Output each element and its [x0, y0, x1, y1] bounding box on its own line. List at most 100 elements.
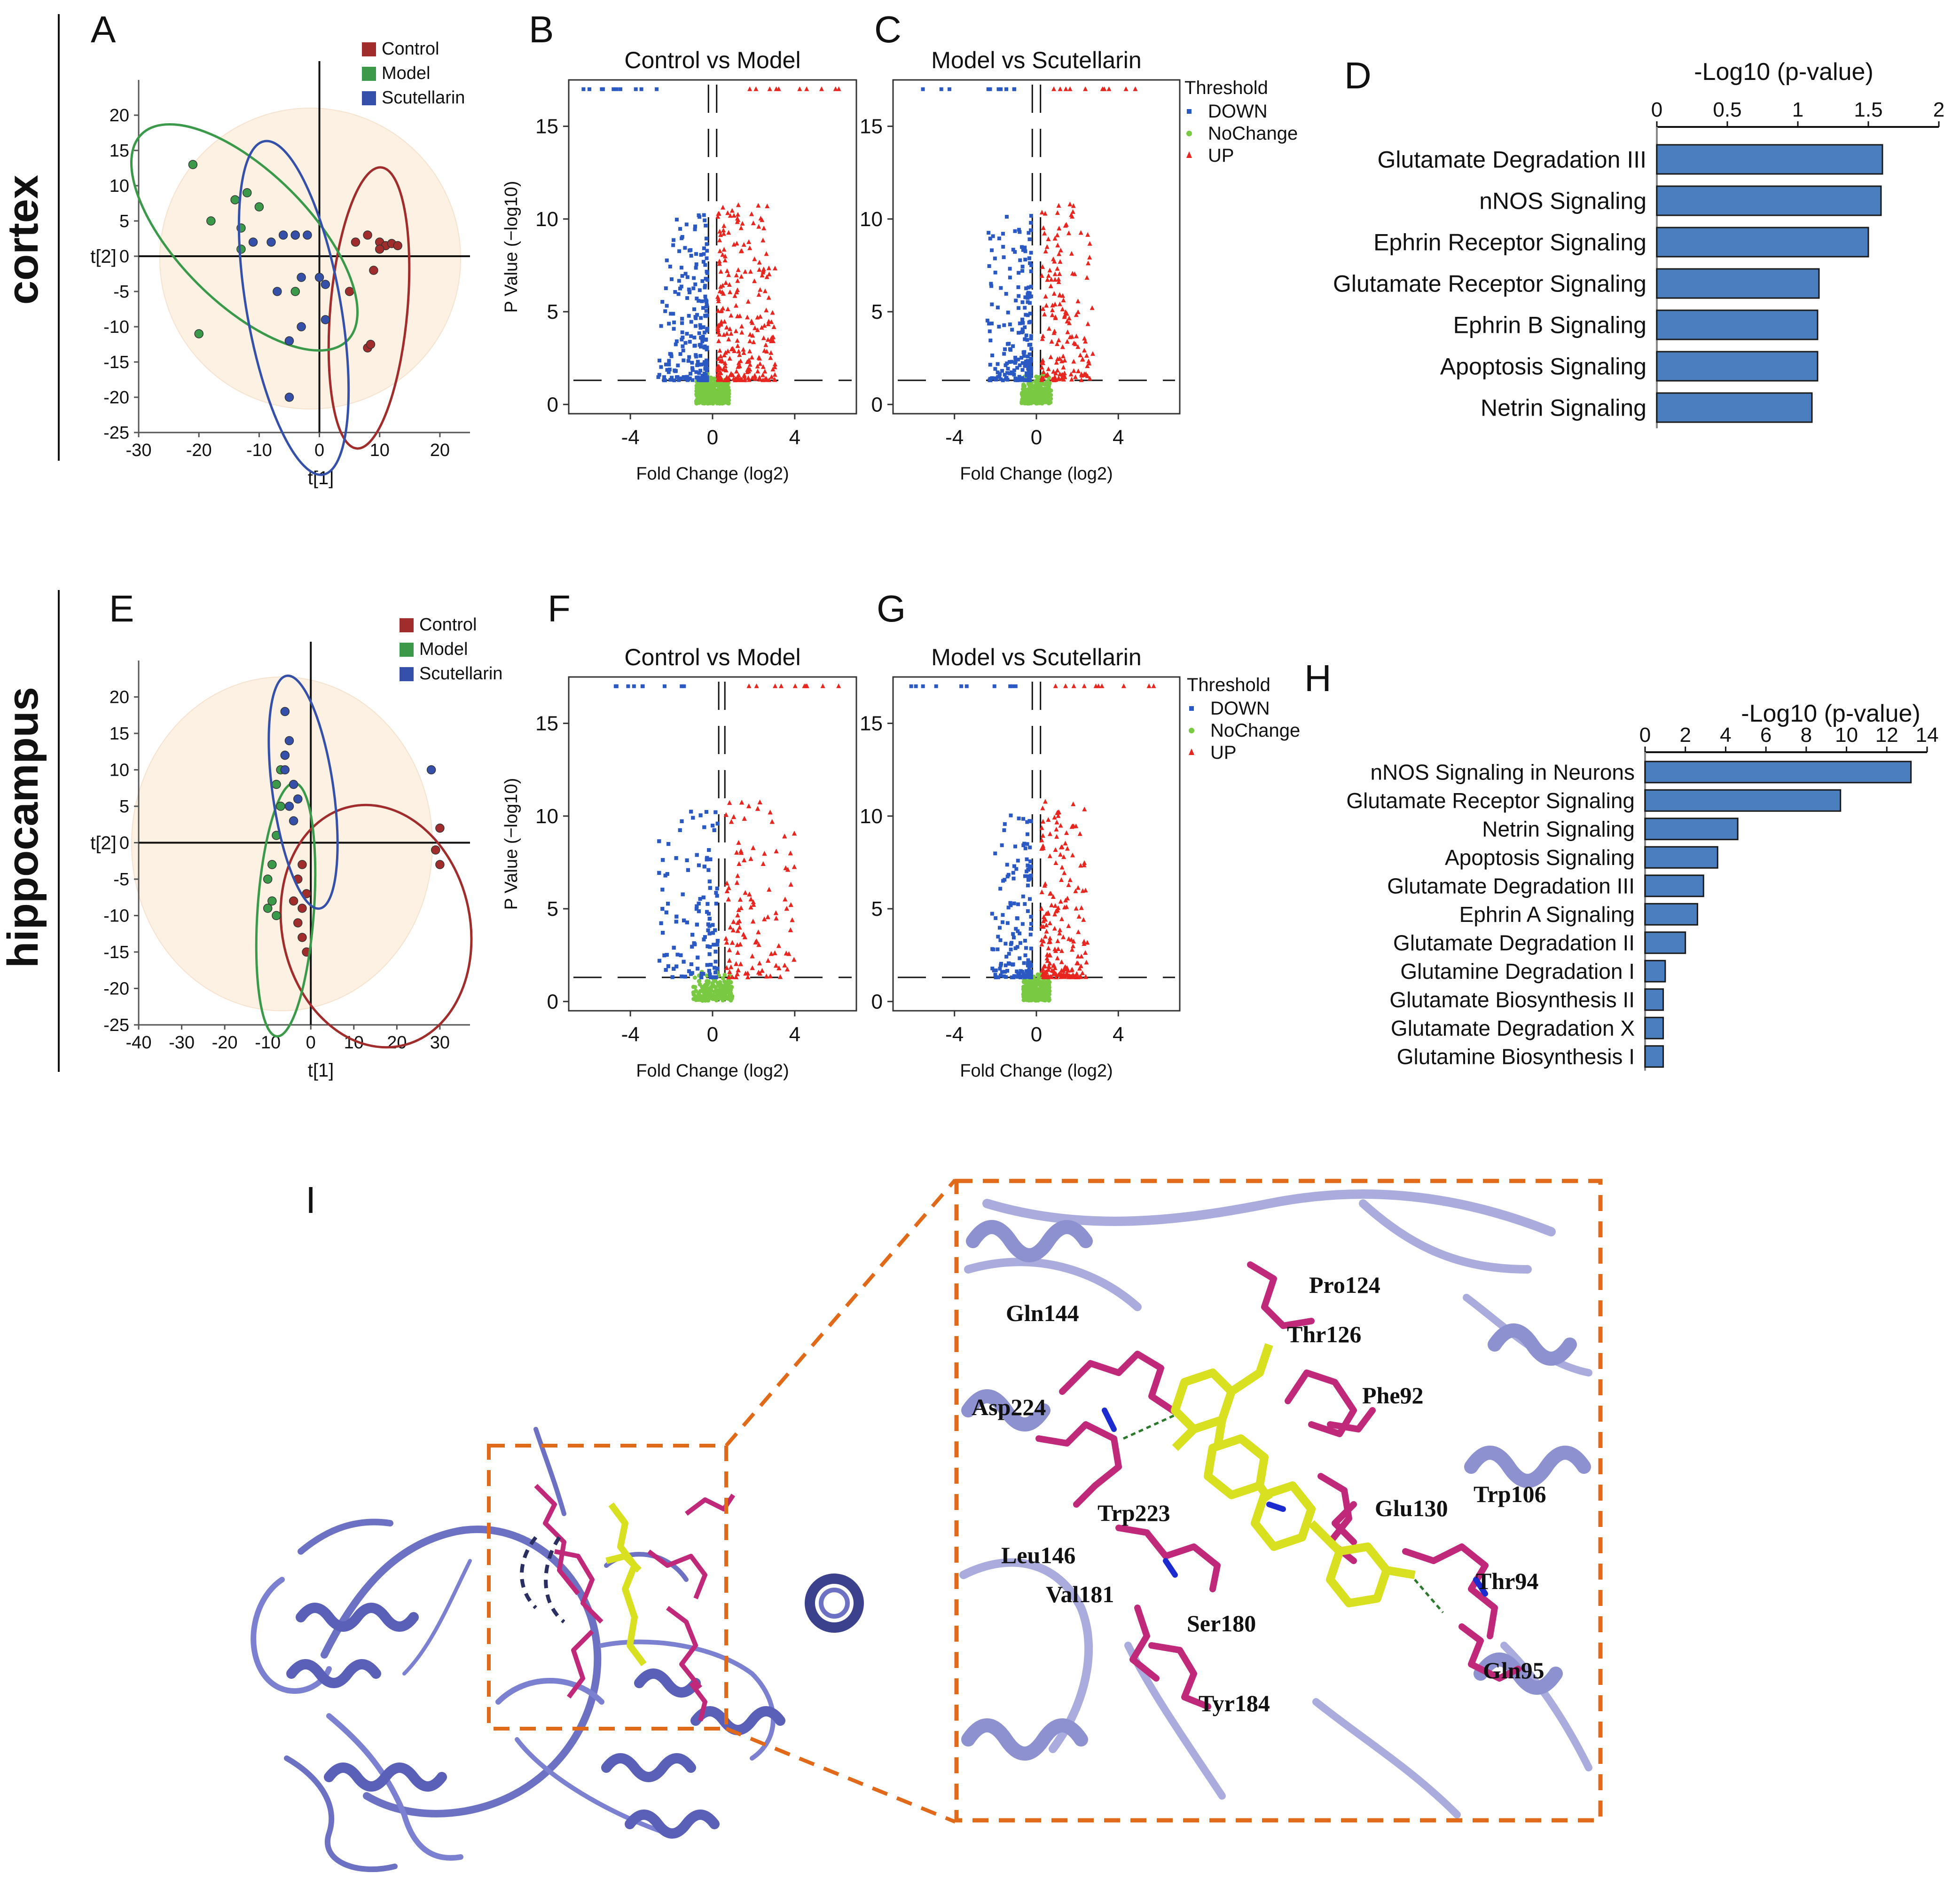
point-up	[747, 338, 753, 344]
pca-point-model	[267, 896, 277, 906]
pca-point-control	[363, 230, 372, 240]
point-down	[1023, 874, 1027, 878]
point-down	[1019, 969, 1023, 973]
point-down	[685, 275, 690, 279]
bar-category-label: Glutamine Degradation I	[1400, 959, 1635, 983]
point-down	[634, 87, 638, 91]
point-up	[1043, 373, 1049, 378]
point-down	[990, 248, 994, 252]
point-down	[664, 362, 668, 367]
point-up	[761, 225, 767, 230]
point-up	[737, 897, 743, 902]
point-down	[1016, 285, 1020, 289]
point-up	[762, 377, 768, 382]
point-up	[1045, 974, 1050, 979]
point-up	[1085, 232, 1090, 237]
pca-point-scutellarin	[280, 765, 290, 775]
pca-point-model	[267, 860, 277, 869]
point-up	[731, 242, 737, 247]
legend-label-scutellarin: Scutellarin	[419, 664, 502, 684]
point-up	[1056, 276, 1061, 282]
pca-point-scutellarin	[314, 273, 324, 282]
point-down	[1016, 971, 1020, 976]
point-down	[1015, 916, 1019, 921]
bar	[1644, 818, 1739, 841]
point-up	[1058, 86, 1063, 91]
point-down	[1016, 929, 1020, 933]
point-up	[1043, 293, 1048, 299]
point-up	[720, 289, 725, 294]
bar-category-label: Netrin Signaling	[1481, 395, 1646, 421]
point-nochange	[1028, 984, 1033, 989]
point-up	[764, 274, 769, 279]
point-down	[1007, 360, 1011, 364]
point-up	[1049, 902, 1054, 907]
point-up	[732, 348, 737, 354]
pca-point-scutellarin	[303, 230, 312, 240]
point-up	[756, 292, 761, 297]
point-down	[1023, 938, 1027, 943]
plot-frame	[568, 79, 857, 415]
pca-point-scutellarin	[289, 816, 298, 826]
point-up	[1087, 376, 1092, 381]
point-down	[674, 856, 678, 860]
point-up	[1065, 329, 1070, 334]
point-up	[1062, 965, 1067, 970]
point-up	[792, 683, 798, 688]
point-down	[715, 939, 720, 943]
point-up	[833, 86, 838, 91]
point-up	[738, 377, 743, 382]
point-up	[1064, 222, 1069, 227]
pca-point-control	[289, 896, 298, 906]
point-down	[713, 966, 717, 970]
point-down	[1026, 958, 1030, 962]
point-down	[1023, 846, 1027, 850]
point-up	[1062, 358, 1067, 363]
point-up	[723, 368, 729, 373]
point-down	[682, 684, 686, 688]
legend-swatch-up	[1189, 748, 1194, 755]
point-up	[745, 367, 750, 372]
bar	[1656, 392, 1813, 423]
point-down	[698, 897, 702, 901]
bar-category-label: Netrin Signaling	[1482, 817, 1635, 841]
pca-point-model	[272, 779, 281, 789]
point-up	[721, 332, 727, 337]
point-down	[707, 912, 711, 916]
point-up	[750, 375, 755, 380]
point-down	[693, 315, 698, 319]
point-down	[1026, 300, 1030, 304]
volcano-plot-cortex-control-vs-model: Control vs Model -4 0 4 0 5 10 15 Fold Change (l…	[502, 47, 857, 484]
point-up	[750, 965, 755, 970]
point-down	[712, 975, 716, 979]
point-up	[755, 806, 760, 811]
point-up	[1052, 277, 1058, 282]
point-up	[1053, 314, 1058, 319]
point-down	[1028, 927, 1033, 931]
point-down	[1000, 843, 1004, 847]
point-up	[1069, 937, 1074, 942]
point-up	[1070, 943, 1075, 948]
legend-label-nochange: NoChange	[1210, 720, 1300, 741]
point-down	[990, 967, 995, 971]
point-up	[1052, 815, 1057, 820]
point-up	[1055, 210, 1060, 215]
point-up	[1069, 377, 1074, 382]
point-down	[989, 282, 993, 286]
point-down	[707, 848, 711, 852]
pca-point-control	[351, 237, 361, 247]
point-up	[746, 803, 752, 809]
point-up	[1079, 371, 1084, 377]
point-up	[736, 267, 741, 272]
panel-label-i: I	[306, 1179, 316, 1221]
point-down	[1029, 269, 1033, 274]
volcano-plot-hippocampus-model-vs-scutellarin: Model vs Scutellarin -4 0 4 0 5 10 15 Fold Chang…	[860, 644, 1300, 1081]
bar	[1656, 351, 1819, 382]
point-down	[1003, 363, 1008, 367]
bar-category-label: Glutamate Degradation III	[1377, 147, 1646, 173]
point-up	[757, 799, 762, 804]
point-down	[581, 87, 586, 91]
point-down	[1029, 347, 1034, 351]
point-down	[1002, 323, 1006, 327]
point-up	[728, 925, 733, 930]
